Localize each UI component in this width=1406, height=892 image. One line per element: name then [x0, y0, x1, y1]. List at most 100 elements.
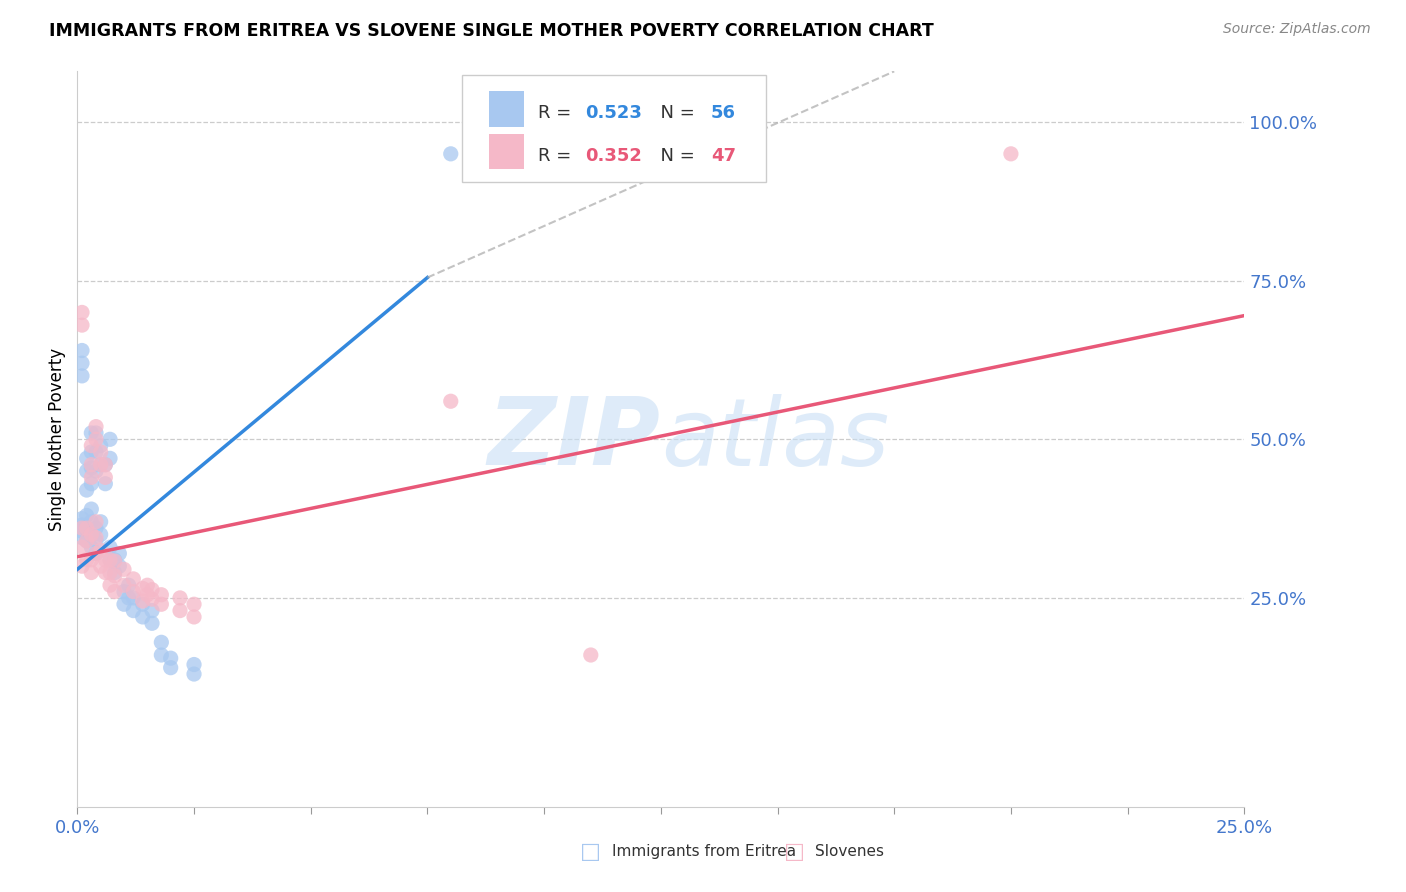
Point — [169, 604, 191, 618]
Text: R =: R = — [538, 147, 578, 165]
Point — [90, 515, 112, 529]
Text: ZIP: ZIP — [488, 393, 661, 485]
Point — [84, 521, 107, 535]
Point — [131, 597, 153, 611]
Point — [118, 591, 141, 605]
Point — [70, 356, 93, 370]
Text: 0.352: 0.352 — [585, 147, 643, 165]
Point — [84, 464, 107, 478]
Point — [131, 582, 153, 596]
Point — [80, 515, 103, 529]
FancyBboxPatch shape — [463, 75, 766, 182]
Point — [70, 368, 93, 383]
Point — [84, 533, 107, 548]
FancyBboxPatch shape — [489, 91, 524, 127]
Point — [98, 540, 121, 554]
Point — [104, 566, 127, 580]
Point — [94, 476, 117, 491]
Point — [141, 604, 163, 618]
Point — [122, 584, 145, 599]
Point — [104, 584, 127, 599]
Point — [76, 533, 98, 548]
Point — [98, 553, 121, 567]
Point — [76, 553, 98, 567]
Point — [98, 433, 121, 447]
Point — [183, 657, 205, 672]
Text: N =: N = — [650, 104, 700, 122]
Point — [94, 553, 117, 567]
Point — [141, 616, 163, 631]
Point — [84, 425, 107, 440]
Point — [80, 566, 103, 580]
Point — [159, 661, 181, 675]
Text: Slovenes: Slovenes — [815, 845, 884, 859]
Point — [1000, 146, 1022, 161]
Point — [70, 511, 93, 525]
Point — [118, 578, 141, 592]
Point — [90, 439, 112, 453]
Point — [76, 533, 98, 548]
Point — [98, 566, 121, 580]
Point — [76, 521, 98, 535]
Point — [80, 458, 103, 472]
Point — [112, 562, 135, 576]
Point — [94, 566, 117, 580]
Point — [84, 419, 107, 434]
Point — [80, 476, 103, 491]
Point — [90, 445, 112, 459]
Point — [150, 648, 173, 662]
Point — [76, 451, 98, 466]
Point — [84, 531, 107, 545]
Point — [90, 559, 112, 574]
Point — [80, 527, 103, 541]
Point — [183, 667, 205, 681]
Point — [104, 553, 127, 567]
Point — [440, 394, 463, 409]
Point — [84, 547, 107, 561]
Point — [70, 343, 93, 358]
Text: 0.523: 0.523 — [585, 104, 643, 122]
Point — [159, 651, 181, 665]
Point — [108, 547, 131, 561]
Text: □: □ — [581, 842, 600, 862]
Text: R =: R = — [538, 104, 578, 122]
Point — [104, 554, 127, 568]
Point — [90, 458, 112, 472]
Point — [80, 527, 103, 541]
Point — [183, 597, 205, 611]
Text: □: □ — [785, 842, 804, 862]
Point — [112, 597, 135, 611]
Point — [80, 540, 103, 554]
FancyBboxPatch shape — [489, 134, 524, 169]
Point — [98, 578, 121, 592]
Point — [90, 543, 112, 558]
Point — [70, 518, 93, 533]
Point — [80, 425, 103, 440]
Point — [98, 451, 121, 466]
Point — [70, 318, 93, 332]
Point — [104, 568, 127, 582]
Point — [131, 610, 153, 624]
Point — [70, 540, 93, 554]
Point — [80, 461, 103, 475]
Point — [90, 458, 112, 472]
Point — [80, 470, 103, 484]
Point — [150, 635, 173, 649]
Point — [70, 531, 93, 545]
Point — [80, 439, 103, 453]
Text: Source: ZipAtlas.com: Source: ZipAtlas.com — [1223, 22, 1371, 37]
Point — [136, 588, 159, 602]
Point — [80, 445, 103, 459]
Point — [122, 572, 145, 586]
Point — [141, 582, 163, 597]
Point — [122, 591, 145, 605]
Point — [136, 578, 159, 592]
Point — [84, 515, 107, 529]
Point — [94, 470, 117, 484]
Text: 47: 47 — [711, 147, 735, 165]
Point — [70, 521, 93, 535]
Text: Immigrants from Eritrea: Immigrants from Eritrea — [612, 845, 796, 859]
Point — [70, 559, 93, 574]
Point — [90, 527, 112, 541]
Point — [150, 588, 173, 602]
